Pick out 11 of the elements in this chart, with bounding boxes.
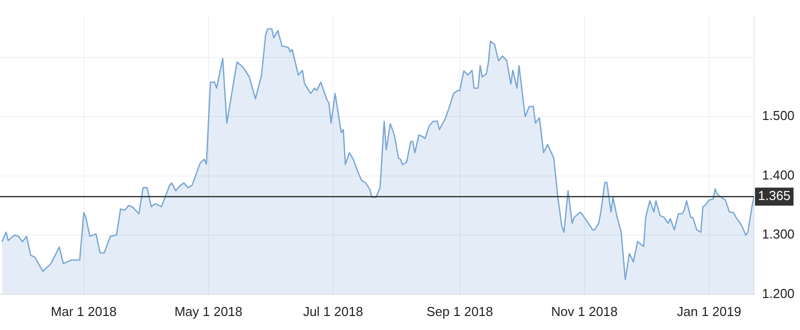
x-tick-label: Sep 1 2018 <box>426 304 494 319</box>
y-tick-label: 1.500 <box>762 108 795 124</box>
ref-line-label: 1.365 <box>758 188 791 204</box>
x-tick-label: Mar 1 2018 <box>50 304 117 319</box>
y-tick-label: 1.200 <box>762 286 795 301</box>
x-tick-label: May 1 2018 <box>174 304 242 319</box>
y-tick-label: 1.300 <box>762 226 795 242</box>
y-tick-label: 1.400 <box>762 167 795 182</box>
x-tick-label: Nov 1 2018 <box>551 304 618 319</box>
x-tick-label: Jul 1 2018 <box>303 304 364 319</box>
x-tick-label: Jan 1 2019 <box>676 304 742 319</box>
